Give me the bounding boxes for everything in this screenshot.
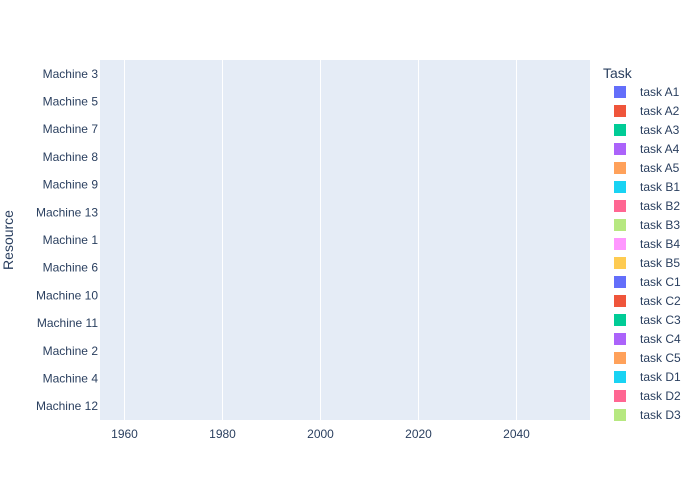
legend-swatch <box>614 124 626 136</box>
legend-swatch <box>614 390 626 402</box>
legend-item[interactable]: task A3 <box>614 123 680 137</box>
legend-swatch <box>614 181 626 193</box>
y-tick-label: Machine 3 <box>43 67 99 81</box>
legend-item[interactable]: task C5 <box>614 351 681 365</box>
grid-lines <box>124 60 517 420</box>
y-tick-label: Machine 6 <box>43 261 99 275</box>
x-tick-label: 2000 <box>307 427 334 441</box>
legend-label: task C1 <box>640 275 681 289</box>
y-tick-label: Machine 4 <box>43 371 99 385</box>
y-tick-label: Machine 5 <box>43 95 99 109</box>
legend-label: task D1 <box>640 370 681 384</box>
y-tick-label: Machine 12 <box>36 399 98 413</box>
legend-swatch <box>614 371 626 383</box>
legend-item[interactable]: task D1 <box>614 370 681 384</box>
legend-swatch <box>614 86 626 98</box>
legend-item[interactable]: task A4 <box>614 142 680 156</box>
legend-label: task A5 <box>640 161 680 175</box>
legend-item[interactable]: task C2 <box>614 294 681 308</box>
legend-label: task B2 <box>640 199 680 213</box>
legend-label: task B3 <box>640 218 680 232</box>
legend-label: task A2 <box>640 104 680 118</box>
legend-item[interactable]: task D2 <box>614 389 681 403</box>
y-tick-label: Machine 13 <box>36 205 98 219</box>
y-axis-tick-labels: Machine 3 Machine 5 Machine 7 Machine 8 Mach… <box>36 67 98 413</box>
plot-area <box>100 60 590 420</box>
legend-swatch <box>614 105 626 117</box>
legend-item[interactable]: task A1 <box>614 85 680 99</box>
legend-label: task B4 <box>640 237 680 251</box>
x-tick-label: 2040 <box>503 427 530 441</box>
x-tick-label: 1960 <box>111 427 138 441</box>
legend-item[interactable]: task B3 <box>614 218 680 232</box>
legend-item[interactable]: task B2 <box>614 199 680 213</box>
legend-swatch <box>614 162 626 174</box>
y-tick-label: Machine 2 <box>43 344 99 358</box>
legend-item[interactable]: task A5 <box>614 161 680 175</box>
legend-swatch <box>614 200 626 212</box>
legend-swatch <box>614 143 626 155</box>
legend-label: task B5 <box>640 256 680 270</box>
legend-item[interactable]: task C4 <box>614 332 681 346</box>
x-tick-label: 2020 <box>405 427 432 441</box>
legend-label: task C2 <box>640 294 681 308</box>
y-tick-label: Machine 8 <box>43 150 99 164</box>
legend-label: task D2 <box>640 389 681 403</box>
legend-label: task C3 <box>640 313 681 327</box>
legend-item[interactable]: task C3 <box>614 313 681 327</box>
legend-item[interactable]: task B4 <box>614 237 680 251</box>
legend-swatch <box>614 333 626 345</box>
legend-label: task B1 <box>640 180 680 194</box>
legend-swatch <box>614 314 626 326</box>
legend-item[interactable]: task B5 <box>614 256 680 270</box>
x-tick-label: 1980 <box>209 427 236 441</box>
legend-swatch <box>614 276 626 288</box>
legend-label: task D3 <box>640 408 681 422</box>
legend-item[interactable]: task D3 <box>614 408 681 422</box>
x-axis-tick-labels: 1960 1980 2000 2020 2040 <box>111 427 530 441</box>
y-tick-label: Machine 7 <box>43 122 99 136</box>
y-tick-label: Machine 10 <box>36 288 98 302</box>
y-tick-label: Machine 1 <box>43 233 99 247</box>
legend-swatch <box>614 238 626 250</box>
legend-item[interactable]: task A2 <box>614 104 680 118</box>
y-axis-title: Resource <box>0 210 16 270</box>
y-tick-label: Machine 9 <box>43 178 99 192</box>
legend-label: task C4 <box>640 332 681 346</box>
legend-swatch <box>614 409 626 421</box>
legend[interactable]: task A1 task A2 task A3 task A4 task A5 task … <box>614 85 681 422</box>
legend-swatch <box>614 295 626 307</box>
legend-label: task A4 <box>640 142 680 156</box>
y-tick-label: Machine 11 <box>37 316 98 330</box>
legend-title: Task <box>603 65 633 81</box>
legend-swatch <box>614 257 626 269</box>
legend-item[interactable]: task B1 <box>614 180 680 194</box>
legend-item[interactable]: task C1 <box>614 275 681 289</box>
legend-label: task A3 <box>640 123 680 137</box>
legend-swatch <box>614 219 626 231</box>
legend-swatch <box>614 352 626 364</box>
legend-label: task A1 <box>640 85 680 99</box>
legend-label: task C5 <box>640 351 681 365</box>
